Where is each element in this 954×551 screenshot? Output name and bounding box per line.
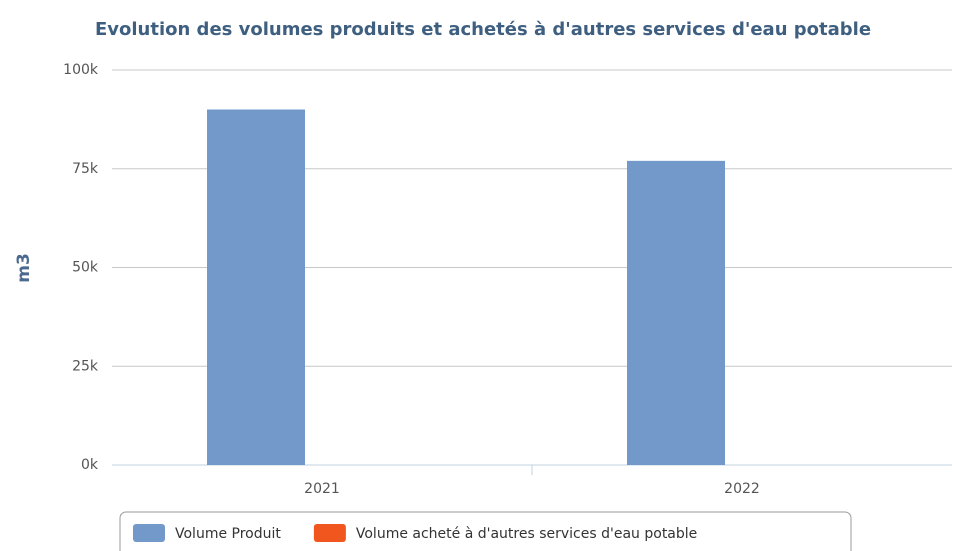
y-tick-label: 25k xyxy=(72,358,99,374)
legend-swatch xyxy=(133,524,165,542)
chart-title: Evolution des volumes produits et acheté… xyxy=(95,19,871,40)
y-axis-label: m3 xyxy=(14,253,34,283)
x-tick-label: 2021 xyxy=(304,481,340,497)
legend-label: Volume Produit xyxy=(175,526,281,542)
bar xyxy=(627,160,725,465)
y-tick-label: 50k xyxy=(72,260,99,276)
legend-label: Volume acheté à d'autres services d'eau … xyxy=(356,526,697,542)
y-tick-label: 75k xyxy=(72,161,99,177)
x-tick-label: 2022 xyxy=(724,481,760,497)
y-tick-label: 0k xyxy=(81,457,99,473)
legend-swatch xyxy=(313,524,346,542)
y-tick-label: 100k xyxy=(63,62,99,78)
legend-box xyxy=(119,511,852,551)
bar xyxy=(207,109,305,465)
